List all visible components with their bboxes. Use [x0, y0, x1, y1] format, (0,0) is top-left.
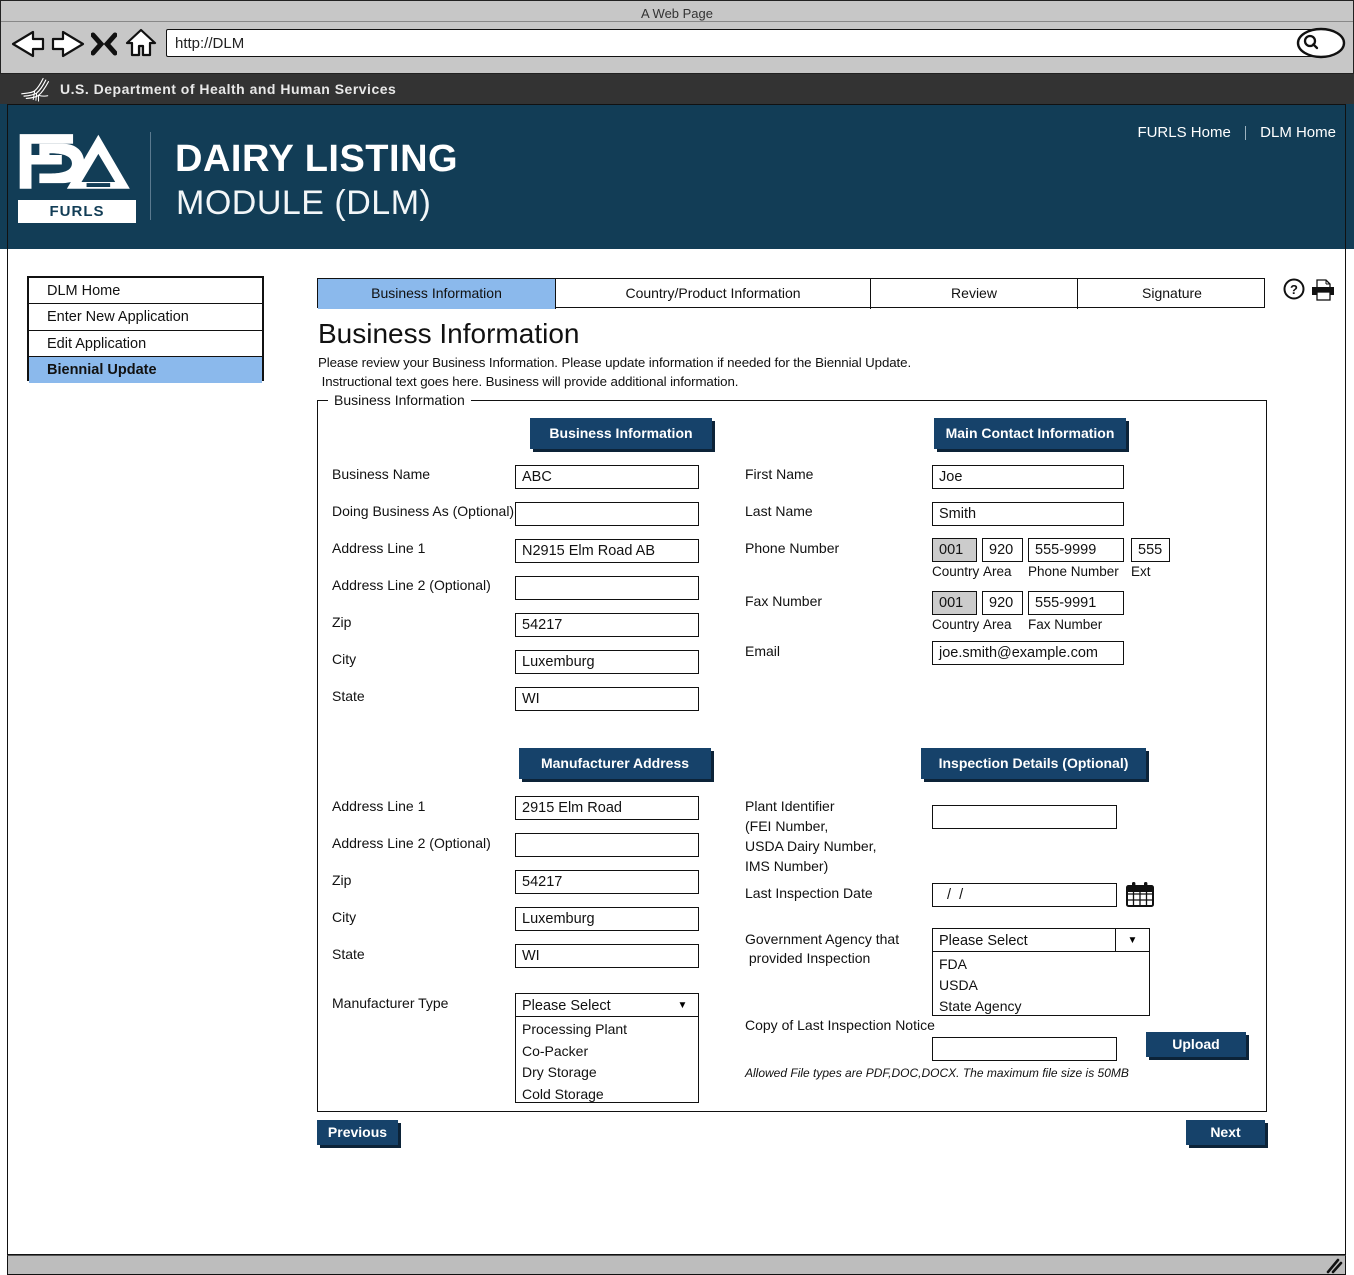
- svg-text:?: ?: [1290, 282, 1298, 297]
